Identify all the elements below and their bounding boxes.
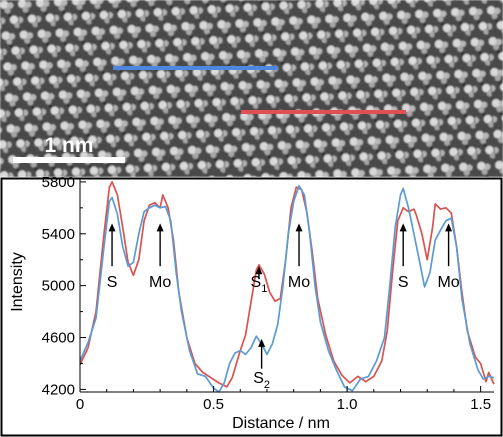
stem-image: 1 nm [0,0,503,177]
axis-layer: 0 0.5 1.0 1.5 4200 4600 5000 5400 5800 [42,174,494,413]
annotation-label: Mo [149,274,171,291]
x-tick-label: 1.5 [470,396,491,413]
annotation-label: Mo [437,274,459,291]
x-tick-label: 0.5 [203,396,224,413]
y-tick-label: 5000 [42,278,75,295]
annotation-arrowhead [399,223,407,232]
y-tick-label: 5800 [42,174,75,191]
annotation-arrowhead [258,338,266,347]
scale-bar [13,157,125,163]
annotation-label: Mo [288,274,310,291]
x-tick-label: 0 [76,396,84,413]
annotation-arrowhead [255,266,263,275]
y-tick-label: 4600 [42,330,75,347]
annotation-arrowhead [445,223,453,232]
annotation-arrowhead [295,223,303,232]
x-tick-label: 1.0 [337,396,358,413]
scale-bar-label: 1 nm [44,134,93,157]
x-axis-label: Distance / nm [232,415,330,432]
annotation-label: S [107,274,118,291]
y-axis-label: Intensity [9,252,26,312]
y-tick-label: 5400 [42,226,75,243]
annotation-arrowhead [156,223,164,232]
y-tick-label: 4200 [42,381,75,398]
annotation-label: S [398,274,409,291]
series-line-blue [79,184,495,393]
series-layer [79,181,495,393]
annotation-arrowhead [108,223,116,232]
